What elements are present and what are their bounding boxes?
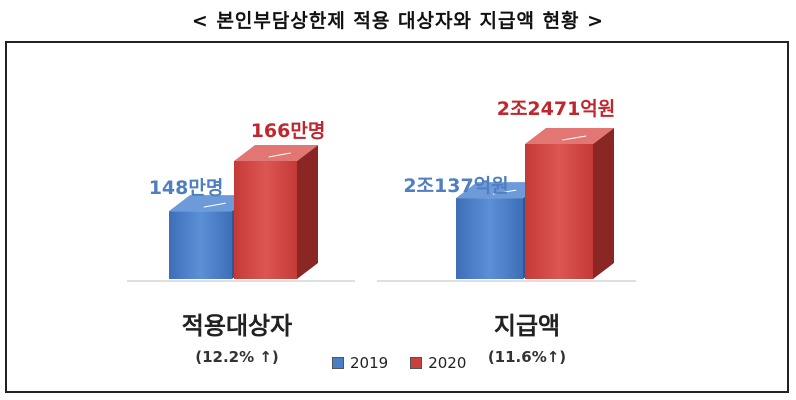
bar-0-2020 bbox=[234, 161, 297, 279]
legend-label-2020: 2020 bbox=[428, 354, 467, 372]
leader-0-2019 bbox=[203, 202, 226, 208]
category-note-1: (11.6%↑) bbox=[488, 348, 566, 366]
category-label-1: 지급액 bbox=[494, 312, 560, 340]
leader-0-2020 bbox=[268, 152, 291, 158]
leader-1-2019 bbox=[492, 189, 517, 195]
bar-side-1-2020 bbox=[593, 128, 614, 279]
bar-top-0-2019 bbox=[169, 195, 253, 212]
category-note-0: (12.2% ↑) bbox=[195, 348, 279, 366]
data-label-1-2020: 2조2471억원 bbox=[497, 98, 616, 120]
chart-frame bbox=[5, 41, 789, 393]
bar-side-0-2020 bbox=[297, 145, 318, 279]
data-label-0-2019: 148만명 bbox=[149, 177, 224, 199]
data-label-1-2019: 2조137억원 bbox=[403, 175, 508, 197]
bar-top-1-2019 bbox=[456, 182, 544, 199]
leader-1-2020 bbox=[562, 135, 587, 141]
legend-swatch-2019 bbox=[332, 357, 344, 369]
bar-1-2019 bbox=[456, 198, 523, 279]
bar-1-2020 bbox=[525, 144, 593, 279]
bar-top-0-2020 bbox=[234, 145, 318, 161]
category-label-0: 적용대상자 bbox=[182, 312, 292, 340]
bar-0-2019 bbox=[169, 211, 232, 279]
chart-title: < 본인부담상한제 적용 대상자와 지급액 현황 > bbox=[191, 10, 605, 32]
bar-top-1-2020 bbox=[525, 128, 614, 144]
data-label-0-2020: 166만명 bbox=[251, 120, 326, 142]
legend-swatch-2020 bbox=[410, 357, 423, 369]
legend: 2019 2020 bbox=[332, 354, 466, 372]
legend-label-2019: 2019 bbox=[350, 354, 389, 372]
